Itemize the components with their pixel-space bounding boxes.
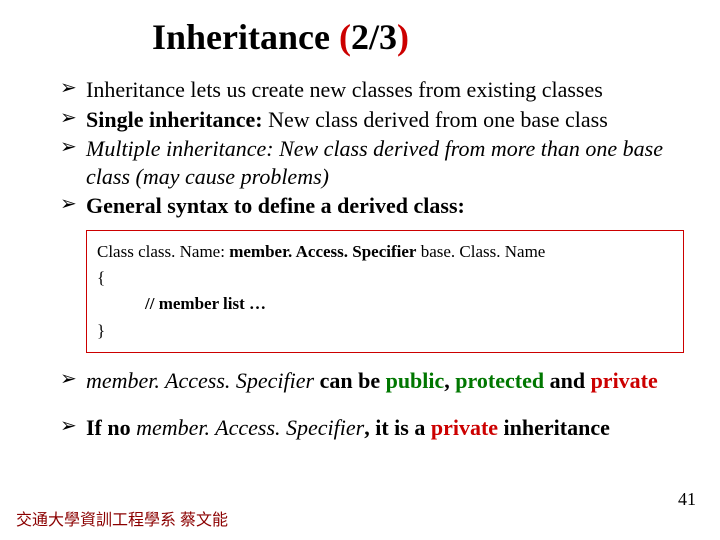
b5-p6: and (550, 368, 591, 393)
page-number: 41 (678, 489, 696, 510)
footer-text: 交通大學資訓工程學系 蔡文能 (16, 506, 228, 530)
b6-p3: , it is a (364, 415, 431, 440)
code-l1a: Class class. Name: (97, 242, 229, 261)
bullet-4: General syntax to define a derived class… (60, 192, 688, 220)
bullet-3-rest2: (may cause problems) (136, 164, 329, 189)
title-part1: Inheritance (152, 17, 339, 57)
bullet-1: Inheritance lets us create new classes f… (60, 76, 688, 104)
b6-p2: member. Access. Specifier (136, 415, 364, 440)
b5-p5: protected (455, 368, 549, 393)
bullet-2: Single inheritance: New class derived fr… (60, 106, 688, 134)
b6-p4: private (431, 415, 498, 440)
b5-p7: private (591, 368, 658, 393)
bullet-2-rest: New class derived from one base class (263, 107, 608, 132)
bullet-5: member. Access. Specifier can be public,… (60, 367, 688, 395)
bullet-3: Multiple inheritance: New class derived … (60, 135, 688, 190)
slide: Inheritance (2/3) Inheritance lets us cr… (0, 0, 720, 540)
code-line-2: { (97, 265, 673, 291)
title-part2: ( (339, 17, 351, 57)
bullet-3-lead: Multiple inheritance: (86, 136, 274, 161)
syntax-box: Class class. Name: member. Access. Speci… (86, 230, 684, 353)
code-l1c: base. Class. Name (416, 242, 545, 261)
title-part4: ) (397, 17, 409, 57)
bullet-list-2: member. Access. Specifier can be public,… (32, 367, 688, 442)
bullet-2-lead: Single inheritance: (86, 107, 263, 132)
code-line-3: // member list … (97, 291, 673, 317)
b6-p5: inheritance (498, 415, 610, 440)
bullet-6: If no member. Access. Specifier, it is a… (60, 414, 688, 442)
code-l1b: member. Access. Specifier (229, 242, 416, 261)
b5-p3: public (386, 368, 445, 393)
b5-p2: can be (314, 368, 386, 393)
b6-p1: If no (86, 415, 136, 440)
bullet-4-text: General syntax to define a derived class… (86, 193, 465, 218)
b5-p4: , (444, 368, 455, 393)
bullet-list: Inheritance lets us create new classes f… (32, 76, 688, 220)
bullet-1-text: Inheritance lets us create new classes f… (86, 77, 603, 102)
b5-p1: member. Access. Specifier (86, 368, 314, 393)
code-line-1: Class class. Name: member. Access. Speci… (97, 239, 673, 265)
slide-title: Inheritance (2/3) (152, 16, 688, 58)
title-part3: 2/3 (351, 17, 397, 57)
code-line-4: } (97, 318, 673, 344)
